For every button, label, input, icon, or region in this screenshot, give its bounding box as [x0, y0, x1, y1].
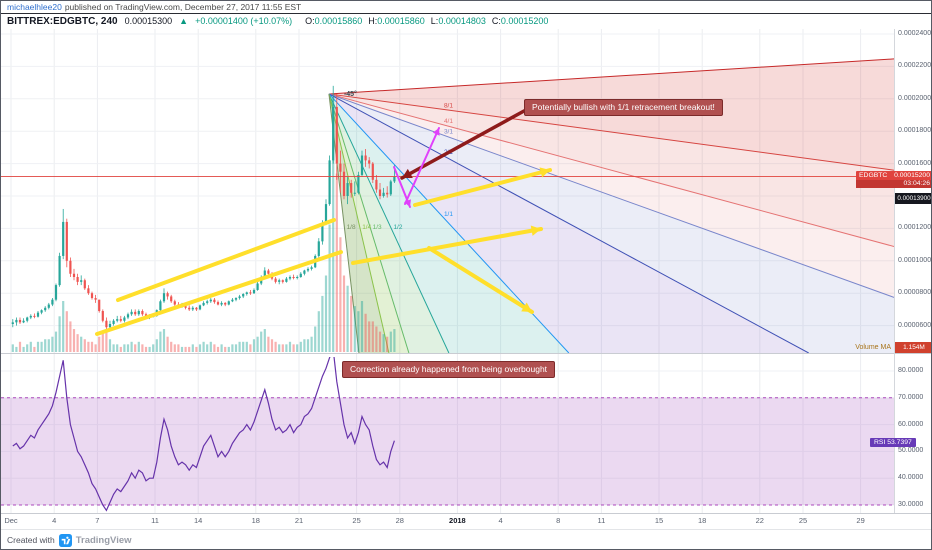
price-tick-label: 0.00016000	[898, 159, 932, 167]
rsi-tick-label: 60.0000	[898, 420, 924, 428]
svg-text:-45°: -45°	[344, 90, 357, 98]
publish-text: published on TradingView.com, December 2…	[64, 2, 302, 12]
time-tick-label: 25	[798, 516, 808, 525]
time-tick-label: 22	[755, 516, 764, 525]
change-direction-icon: ▲	[179, 16, 189, 26]
tradingview-logo[interactable]	[58, 533, 72, 547]
svg-text:3/1: 3/1	[444, 128, 453, 135]
rsi-panel[interactable]	[1, 350, 894, 512]
time-tick-label: 4	[52, 516, 57, 525]
projection-arrow-mid-yellow[interactable]	[351, 227, 543, 265]
time-tick-label: 4	[498, 516, 503, 525]
rsi-value: 53.7397	[887, 439, 912, 446]
user-drawings[interactable]	[95, 109, 552, 336]
rsi-tick-label: 80.0000	[898, 367, 924, 374]
bar-countdown: 03:04:26	[856, 180, 931, 188]
price-tick-label: 0.00024000	[898, 30, 932, 37]
rsi-value-tag: RSI 53.7397	[870, 438, 916, 447]
price-level-tag: 0.00013900	[895, 193, 931, 204]
channel-line-upper-yellow[interactable]	[116, 218, 336, 302]
annotation-overbought-correction[interactable]: Correction already happened from being o…	[342, 361, 556, 378]
volume-ma-label: Volume MA	[855, 344, 891, 351]
svg-text:1/8: 1/8	[347, 224, 356, 231]
ohlc-value: 0.00015860	[314, 16, 363, 26]
rsi-tick-label: 40.0000	[898, 474, 924, 482]
username-link[interactable]: michaelhlee20	[7, 2, 62, 12]
price-tag-value: 0.00015200	[894, 172, 930, 179]
time-tick-label: 11	[151, 516, 159, 525]
time-tick-label: Dec	[4, 516, 18, 525]
ohlc-key: C:	[491, 16, 501, 26]
ohlc-value: 0.00014803	[438, 16, 486, 26]
time-tick-label: 21	[294, 516, 304, 525]
current-price-tag: EDGBTC 0.00015200 03:04:26	[856, 171, 931, 188]
price-tick-label: 0.00020000	[898, 94, 932, 102]
time-tick-label: 15	[654, 516, 664, 525]
ohlc-value: 0.00015860	[377, 16, 425, 26]
price-change: +0.00001400 (+10.07%)	[195, 16, 293, 26]
time-tick-label: 18	[698, 516, 707, 525]
price-tick-label: 0.00012000	[898, 224, 932, 232]
footer: Created with TradingView	[1, 530, 931, 549]
price-tick-label: 0.00008000	[898, 289, 932, 297]
panel-separators	[1, 13, 931, 530]
rsi-tick-label: 30.0000	[898, 501, 924, 508]
ohlc-key: O:	[305, 16, 315, 26]
price-tick-label: 0.00006000	[898, 321, 932, 329]
projection-arrow-down-yellow[interactable]	[427, 246, 534, 314]
ohlc-values: O:0.00015860 H:0.00015860 L:0.00014803 C:0.…	[299, 16, 548, 26]
ohlc-key: H:	[368, 16, 378, 26]
time-tick-label: 2018	[449, 516, 466, 525]
main-price-panel[interactable]: 8/14/13/12/11/11/21/31/41/8-45°	[1, 58, 894, 353]
time-tick-label: 7	[95, 516, 100, 525]
svg-text:4/1: 4/1	[444, 118, 453, 125]
time-tick-label: 29	[856, 516, 865, 525]
time-tick-label: 8	[556, 516, 561, 525]
time-tick-label: 25	[352, 516, 361, 525]
rsi-tick-label: 50.0000	[898, 447, 924, 455]
time-tick-label: 28	[395, 516, 404, 525]
svg-text:1/3: 1/3	[373, 224, 382, 231]
price-tick-label: 0.00010000	[898, 256, 932, 264]
symbol-title[interactable]: BITTREX:EDGBTC, 240	[7, 16, 118, 27]
projection-arrow-up-yellow[interactable]	[413, 168, 552, 207]
price-tick-label: 0.00022000	[898, 62, 932, 70]
price-tick-label: 0.00018000	[898, 127, 932, 135]
time-tick-label: 11	[597, 516, 606, 525]
price-tag-symbol: EDGBTC	[859, 172, 888, 179]
rsi-tick-label: 70.0000	[898, 393, 924, 401]
created-with-text: Created with	[7, 535, 55, 545]
bounce-arrow-up-magenta[interactable]	[404, 127, 440, 205]
ohlc-value: 0.00015200	[500, 16, 549, 26]
svg-text:1/4: 1/4	[362, 224, 371, 231]
ohlc-key: L:	[430, 16, 439, 26]
rsi-label: RSI	[874, 439, 886, 446]
svg-text:1/1: 1/1	[444, 211, 453, 218]
publish-info: michaelhlee20 published on TradingView.co…	[7, 2, 301, 12]
tradingview-brand[interactable]: TradingView	[75, 534, 132, 546]
svg-text:1/2: 1/2	[393, 224, 402, 231]
symbol-info-bar: BITTREX:EDGBTC, 240 0.00015300 ▲ +0.0000…	[7, 16, 548, 27]
last-price: 0.00015300	[124, 16, 173, 26]
svg-text:8/1: 8/1	[444, 102, 453, 109]
time-tick-label: 14	[194, 516, 203, 525]
volume-ma-value-tag: 1.154M	[895, 342, 931, 353]
time-tick-label: 18	[251, 516, 260, 525]
annotation-bullish-breakout[interactable]: Potentially bullish with 1/1 retracement…	[524, 99, 723, 116]
channel-line-lower-yellow[interactable]	[95, 250, 343, 336]
